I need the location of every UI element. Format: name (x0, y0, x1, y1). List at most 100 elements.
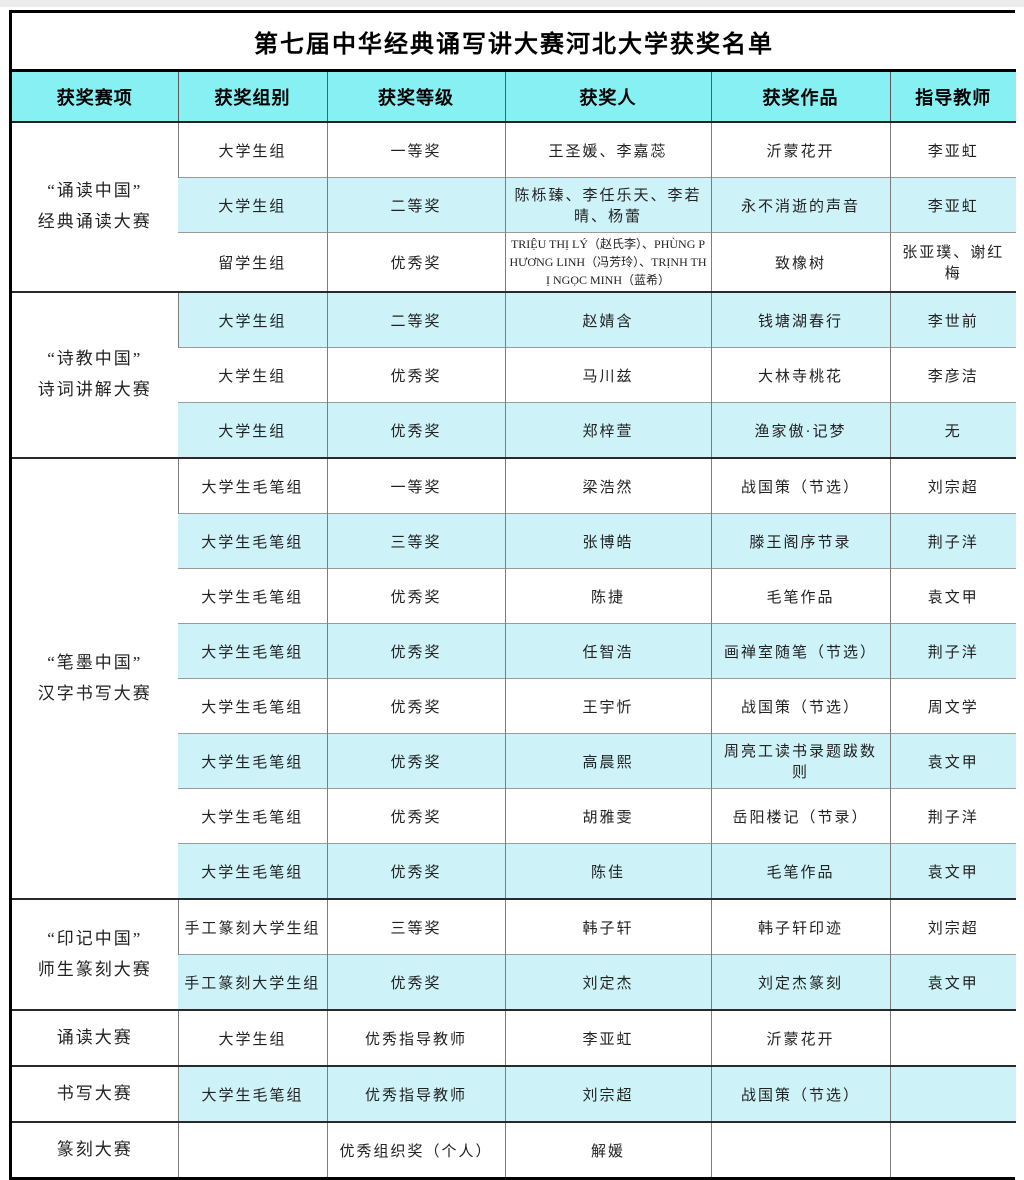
table-row: 大学生毛笔组 优秀奖 胡雅雯 岳阳楼记（节录） 荆子洋 (12, 788, 1016, 844)
winner-cell: 陈捷 (504, 568, 711, 624)
grade-cell: 优秀奖 (326, 568, 505, 624)
column-header-3: 获奖等级 (326, 70, 505, 123)
event-cell: “印记中国” 师生篆刻大赛 (12, 898, 178, 1010)
group-cell: 大学生毛笔组 (178, 678, 327, 734)
work-cell: 战国策（节选） (710, 1065, 890, 1122)
teacher-cell: 张亚璞、谢红梅 (889, 232, 1016, 292)
awards-table: 第七届中华经典诵写讲大赛河北大学获奖名单 获奖赛项 获奖组别 获奖等级 获奖人 获奖作品… (9, 10, 1016, 1180)
grade-cell: 优秀奖 (326, 678, 505, 734)
work-cell: 画禅室随笔（节选） (710, 623, 890, 679)
table-row: “笔墨中国” 汉字书写大赛 大学生毛笔组 一等奖 梁浩然 战国策（节选） 刘宗超 (12, 457, 1016, 899)
table-row: 大学生毛笔组 优秀奖 高晨熙 周亮工读书录题跋数则 袁文甲 (12, 733, 1016, 789)
table-row: 大学生组 优秀奖 郑梓萱 渔家傲·记梦无 (12, 402, 1016, 458)
event-cell: 书写大赛 (12, 1065, 178, 1122)
winner-cell: 韩子轩 (504, 898, 711, 955)
table-row: 留学生组 优秀奖 TRIỆU THỊ LÝ（赵氏李）、PHÙNG PHƯƠNG LI… (12, 232, 1016, 292)
work-cell: 毛笔作品 (710, 568, 890, 624)
grade-cell: 三等奖 (326, 513, 505, 569)
table-row: 大学生组 二等奖 陈栎臻、李任乐天、李若晴、杨蕾 永不消逝的声音 李亚虹 (12, 177, 1016, 233)
background-strip (0, 0, 1024, 7)
group-cell (177, 1121, 327, 1177)
awards-table-grid: 第七届中华经典诵写讲大赛河北大学获奖名单 获奖赛项 获奖组别 获奖等级 获奖人 获奖作品… (12, 13, 1016, 1177)
teacher-cell: 袁文甲 (889, 843, 1016, 899)
teacher-cell: 袁文甲 (889, 568, 1016, 624)
winner-cell: 刘定杰 (504, 954, 711, 1010)
work-cell: 致橡树 (710, 232, 890, 292)
group-cell: 大学生毛笔组 (178, 568, 327, 624)
group-cell: 大学生组 (178, 347, 327, 403)
group-cell: 手工篆刻大学生组 (178, 954, 327, 1010)
column-header-5: 获奖作品 (710, 70, 890, 123)
teacher-cell (889, 1009, 1016, 1066)
winner-cell: 解媛 (504, 1121, 711, 1177)
column-header-6: 指导教师 (889, 70, 1016, 123)
winner-cell: TRIỆU THỊ LÝ（赵氏李）、PHÙNG PHƯƠNG LINH（冯芳玲）… (504, 232, 711, 292)
table-row: 大学生毛笔组 优秀奖 陈佳 毛笔作品 袁文甲 (12, 843, 1016, 899)
grade-cell: 优秀奖 (326, 402, 505, 458)
grade-cell: 一等奖 (326, 121, 505, 178)
group-cell: 留学生组 (178, 232, 327, 292)
column-header-2: 获奖组别 (177, 70, 327, 123)
work-cell: 战国策（节选） (710, 678, 890, 734)
winner-cell: 任智浩 (504, 623, 711, 679)
teacher-cell (889, 1065, 1016, 1122)
winner-cell: 王圣媛、李嘉蕊 (504, 121, 711, 178)
event-cell: 诵读大赛 (12, 1009, 178, 1066)
teacher-cell: 李彦洁 (889, 347, 1016, 403)
winner-cell: 梁浩然 (504, 457, 711, 514)
group-cell: 大学生毛笔组 (178, 843, 327, 899)
teacher-cell: 李亚虹 (889, 121, 1016, 178)
teacher-cell: 袁文甲 (889, 733, 1016, 789)
winner-cell: 陈栎臻、李任乐天、李若晴、杨蕾 (504, 177, 711, 233)
teacher-cell: 袁文甲 (889, 954, 1016, 1010)
teacher-cell: 荆子洋 (889, 788, 1016, 844)
teacher-cell: 李亚虹 (889, 177, 1016, 233)
grade-cell: 优秀奖 (326, 954, 505, 1010)
event-cell: “诗教中国” 诗词讲解大赛 (12, 291, 178, 458)
table-row: 大学生组 优秀奖 马川兹 大林寺桃花 李彦洁 (12, 347, 1016, 403)
group-cell: 大学生毛笔组 (177, 1065, 327, 1122)
teacher-cell: 周文学 (889, 678, 1016, 734)
group-cell: 大学生毛笔组 (178, 788, 327, 844)
work-cell: 岳阳楼记（节录） (710, 788, 890, 844)
group-cell: 大学生毛笔组 (177, 457, 327, 514)
table-row: 大学生毛笔组 优秀奖 陈捷 毛笔作品 袁文甲 (12, 568, 1016, 624)
group-cell: 大学生组 (178, 177, 327, 233)
header-row: 获奖赛项 获奖组别 获奖等级 获奖人 获奖作品 指导教师 (12, 70, 1016, 123)
grade-cell: 一等奖 (326, 457, 505, 514)
teacher-cell: 荆子洋 (889, 513, 1016, 569)
table-row: “诵读中国” 经典诵读大赛 大学生组 一等奖 王圣媛、李嘉蕊 沂蒙花开 李亚虹 (12, 121, 1016, 292)
work-cell: 周亮工读书录题跋数则 (710, 733, 890, 789)
grade-cell: 优秀奖 (326, 623, 505, 679)
grade-cell: 二等奖 (326, 177, 505, 233)
table-row: 篆刻大赛 优秀组织奖（个人） 解媛 (12, 1121, 1016, 1177)
work-cell: 毛笔作品 (710, 843, 890, 899)
work-cell: 沂蒙花开 (710, 121, 890, 178)
group-cell: 大学生组 (177, 1009, 327, 1066)
work-cell: 钱塘湖春行 (710, 291, 890, 348)
winner-cell: 郑梓萱 (504, 402, 711, 458)
table-row: 手工篆刻大学生组 优秀奖 刘定杰 刘定杰篆刻 袁文甲 (12, 954, 1016, 1010)
table-row: 大学生毛笔组 优秀奖 任智浩 画禅室随笔（节选） 荆子洋 (12, 623, 1016, 679)
grade-cell: 二等奖 (326, 291, 505, 348)
winner-cell: 赵婧含 (504, 291, 711, 348)
column-header-4: 获奖人 (504, 70, 711, 123)
work-cell: 滕王阁序节录 (710, 513, 890, 569)
group-cell: 大学生组 (177, 291, 327, 348)
work-cell: 刘定杰篆刻 (710, 954, 890, 1010)
grade-cell: 优秀组织奖（个人） (326, 1121, 505, 1177)
group-cell: 大学生毛笔组 (178, 733, 327, 789)
work-cell: 沂蒙花开 (710, 1009, 890, 1066)
table-row: “诗教中国” 诗词讲解大赛 大学生组 二等奖 赵婧含 钱塘湖春行 李世前 (12, 291, 1016, 458)
teacher-cell: 荆子洋 (889, 623, 1016, 679)
teacher-cell (889, 1121, 1016, 1177)
teacher-cell: 无 (889, 402, 1016, 458)
work-cell: 大林寺桃花 (710, 347, 890, 403)
grade-cell: 优秀奖 (326, 788, 505, 844)
event-cell: “诵读中国” 经典诵读大赛 (12, 121, 178, 292)
grade-cell: 优秀奖 (326, 843, 505, 899)
page-title: 第七届中华经典诵写讲大赛河北大学获奖名单 (12, 13, 1016, 72)
grade-cell: 优秀指导教师 (326, 1009, 505, 1066)
column-header-1: 获奖赛项 (12, 70, 178, 123)
group-cell: 大学生毛笔组 (178, 513, 327, 569)
